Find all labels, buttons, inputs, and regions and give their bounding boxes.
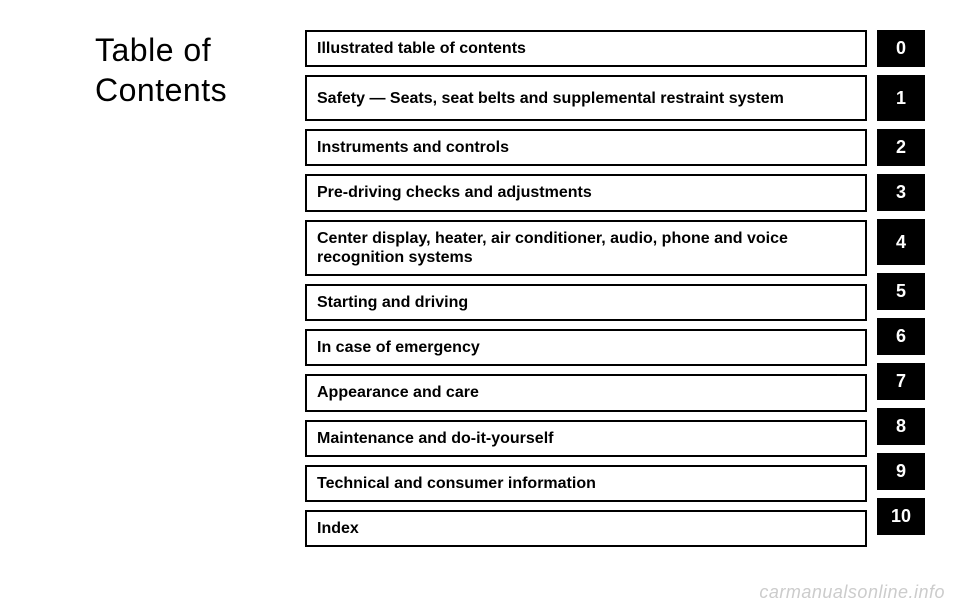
toc-items-column: Illustrated table of contents Safety — S… [305, 30, 867, 581]
page-title: Table of Contents [95, 30, 305, 110]
chapter-number[interactable]: 4 [877, 219, 925, 265]
toc-item[interactable]: In case of emergency [305, 329, 867, 366]
toc-item[interactable]: Starting and driving [305, 284, 867, 321]
toc-item[interactable]: Center display, heater, air conditioner,… [305, 220, 867, 276]
toc-item[interactable]: Maintenance and do-it-yourself [305, 420, 867, 457]
chapter-number[interactable]: 1 [877, 75, 925, 121]
chapter-number[interactable]: 5 [877, 273, 925, 310]
chapter-number[interactable]: 9 [877, 453, 925, 490]
toc-numbers-column: 0 1 2 3 4 5 6 7 8 9 10 [877, 30, 925, 581]
toc-item[interactable]: Illustrated table of contents [305, 30, 867, 67]
chapter-number[interactable]: 6 [877, 318, 925, 355]
chapter-number[interactable]: 10 [877, 498, 925, 535]
toc-item[interactable]: Technical and consumer information [305, 465, 867, 502]
toc-item[interactable]: Appearance and care [305, 374, 867, 411]
chapter-number[interactable]: 8 [877, 408, 925, 445]
toc-item[interactable]: Index [305, 510, 867, 547]
toc-item[interactable]: Pre-driving checks and adjustments [305, 174, 867, 211]
content-section: Illustrated table of contents Safety — S… [305, 30, 925, 581]
toc-item[interactable]: Instruments and controls [305, 129, 867, 166]
title-line-2: Contents [95, 72, 227, 108]
chapter-number[interactable]: 7 [877, 363, 925, 400]
chapter-number[interactable]: 2 [877, 129, 925, 166]
title-section: Table of Contents [95, 30, 305, 581]
watermark: carmanualsonline.info [759, 582, 945, 603]
chapter-number[interactable]: 3 [877, 174, 925, 211]
toc-item[interactable]: Safety — Seats, seat belts and supplemen… [305, 75, 867, 121]
title-line-1: Table of [95, 32, 211, 68]
page-container: Table of Contents Illustrated table of c… [0, 0, 960, 611]
chapter-number[interactable]: 0 [877, 30, 925, 67]
